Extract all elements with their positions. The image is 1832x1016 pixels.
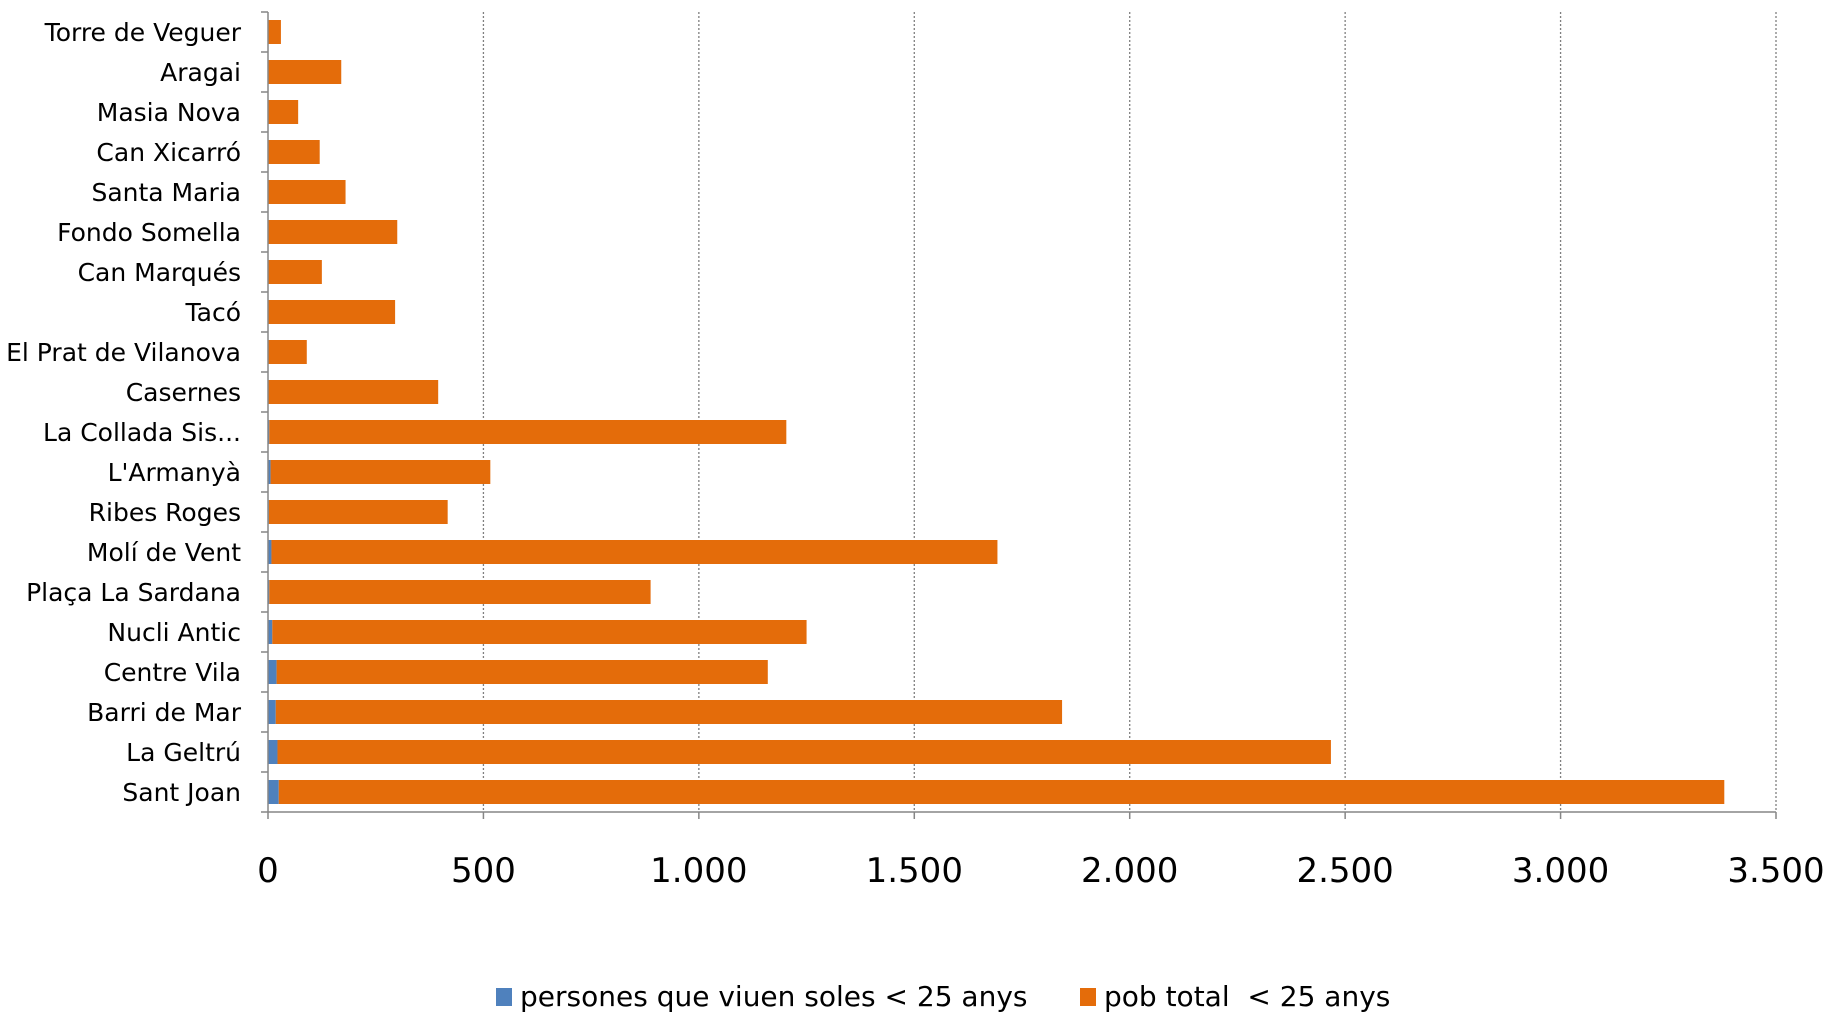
category-label: Santa Maria — [91, 178, 241, 207]
bar-persones — [268, 460, 271, 484]
category-label: Barri de Mar — [87, 698, 242, 727]
bar-pob-total — [268, 140, 320, 164]
gridlines — [482, 12, 1777, 812]
bar-pob-total — [277, 740, 1331, 764]
bar-persones — [268, 700, 276, 724]
category-label: Can Marqués — [78, 258, 241, 287]
legend-swatch-pob-total — [1080, 988, 1096, 1006]
bars — [268, 20, 1725, 804]
bar-pob-total — [268, 180, 346, 204]
category-label: Can Xicarró — [96, 138, 241, 167]
category-label: La Geltrú — [126, 738, 241, 767]
category-label: Nucli Antic — [107, 618, 241, 647]
bar-pob-total — [278, 780, 1725, 804]
category-label: El Prat de Vilanova — [6, 338, 241, 367]
x-tick-label: 3.000 — [1512, 851, 1609, 891]
bar-pob-total — [272, 620, 807, 644]
bar-pob-total — [268, 340, 307, 364]
bar-persones — [268, 740, 278, 764]
legend-label-persones: persones que viuen soles < 25 anys — [520, 980, 1027, 1013]
category-label: Masia Nova — [97, 98, 241, 127]
x-tick-label: 2.000 — [1081, 851, 1178, 891]
bar-persones — [268, 540, 272, 564]
category-label: Plaça La Sardana — [26, 578, 241, 607]
x-tick-label: 1.000 — [650, 851, 747, 891]
category-label: Casernes — [126, 378, 241, 407]
x-tick-label: 2.500 — [1296, 851, 1393, 891]
bar-pob-total — [268, 60, 342, 84]
bar-pob-total — [269, 580, 651, 604]
category-label: La Collada Sis... — [43, 418, 241, 447]
legend: persones que viuen soles < 25 anys pob t… — [496, 980, 1390, 1013]
category-label: Sant Joan — [122, 778, 241, 807]
bar-pob-total — [268, 380, 439, 404]
legend-label-pob-total: pob total < 25 anys — [1104, 980, 1390, 1013]
x-tick-label: 500 — [451, 851, 516, 891]
bar-pob-total — [268, 100, 299, 124]
category-label: Molí de Vent — [87, 538, 241, 567]
category-label: Ribes Roges — [89, 498, 241, 527]
bar-pob-total — [271, 540, 998, 564]
x-tick-label: 3.500 — [1727, 851, 1824, 891]
category-label: Centre Vila — [104, 658, 241, 687]
bar-pob-total — [275, 700, 1063, 724]
category-label: Torre de Veguer — [44, 18, 242, 47]
x-tick-label: 0 — [257, 851, 279, 891]
category-labels: Torre de Veguer Aragai Masia Nova Can Xicar… — [6, 18, 242, 807]
bar-pob-total — [268, 20, 281, 44]
x-tick-label: 1.500 — [866, 851, 963, 891]
bar-persones — [268, 620, 273, 644]
bar-pob-total — [268, 260, 322, 284]
bar-persones — [268, 780, 279, 804]
category-label: Aragai — [160, 58, 241, 87]
category-label: L'Armanyà — [108, 458, 241, 487]
tick-labels: 0 500 1.000 1.500 2.000 2.500 3.000 3.500 — [257, 851, 1824, 891]
bar-pob-total — [270, 460, 491, 484]
axes — [261, 11, 1777, 819]
bar-pob-total — [268, 220, 398, 244]
bar-pob-total — [268, 300, 396, 324]
bar-pob-total — [268, 500, 448, 524]
category-label: Fondo Somella — [57, 218, 241, 247]
bar-pob-total — [276, 660, 768, 684]
bar-persones — [268, 660, 277, 684]
category-label: Tacó — [185, 298, 242, 327]
bar-pob-total — [269, 420, 787, 444]
legend-swatch-persones — [496, 988, 512, 1006]
